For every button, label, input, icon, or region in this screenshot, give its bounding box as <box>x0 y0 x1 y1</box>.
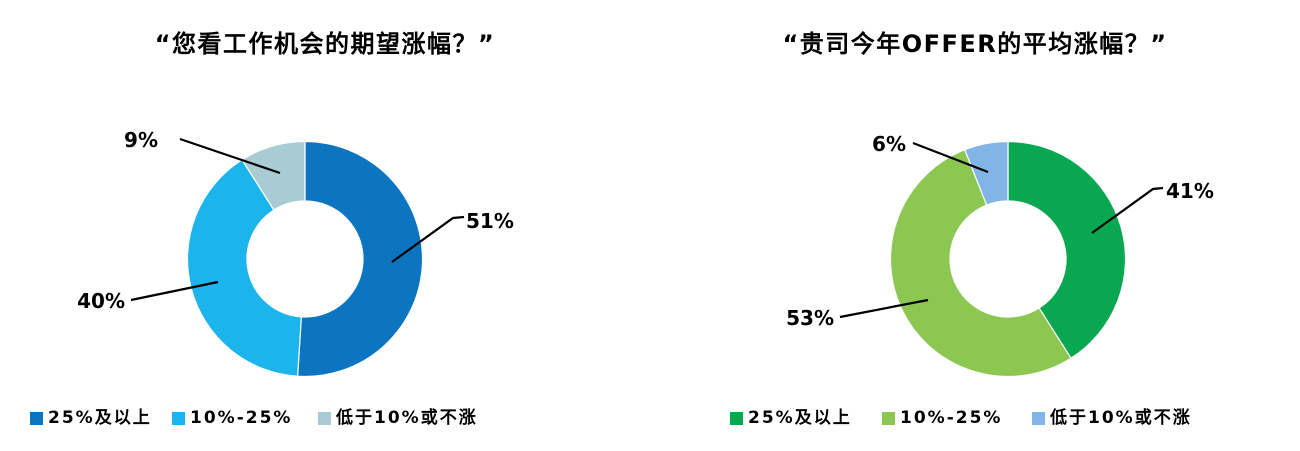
chart-title: “贵司今年OFFER的平均涨幅？” <box>782 30 1168 58</box>
value-label: 41% <box>1166 179 1214 203</box>
legend-swatch <box>730 411 743 425</box>
leader-line <box>912 141 989 174</box>
donut-slice-2 <box>241 140 306 211</box>
legend-swatch <box>882 411 895 425</box>
legend-item: 10%-25% <box>172 407 292 429</box>
leader-line <box>130 280 219 302</box>
legend-label: 10%-25% <box>900 408 1003 428</box>
leader-line <box>391 215 465 263</box>
legend: 25%及以上 10%-25% 低于10%或不涨 <box>650 407 1300 437</box>
legend-item: 低于10%或不涨 <box>318 407 478 429</box>
leader-line <box>839 298 929 319</box>
legend-label: 10%-25% <box>190 408 293 428</box>
legend-swatch <box>318 411 331 425</box>
leader-line <box>1091 186 1164 234</box>
donut-slice-1 <box>186 159 302 377</box>
legend-label: 低于10%或不涨 <box>1050 408 1192 428</box>
chart-title: “您看工作机会的期望涨幅？” <box>154 30 496 58</box>
legend-item: 25%及以上 <box>30 407 152 429</box>
chart-panel-job-expectation: “您看工作机会的期望涨幅？” 51% 40% 9% 25%及以上 10%-25% 低于1… <box>0 30 650 437</box>
legend-swatch <box>1032 411 1045 425</box>
legend-item: 低于10%或不涨 <box>1032 407 1192 429</box>
legend-label: 低于10%或不涨 <box>336 408 478 428</box>
value-label: 6% <box>872 132 906 156</box>
legend-item: 25%及以上 <box>730 407 852 429</box>
legend: 25%及以上 10%-25% 低于10%或不涨 <box>0 407 650 437</box>
legend-item: 10%-25% <box>882 407 1002 429</box>
legend-label: 25%及以上 <box>48 408 152 428</box>
chart-panel-company-offer: “贵司今年OFFER的平均涨幅？” 41% 53% 6% 25%及以上 10%-25%… <box>650 0 1300 451</box>
donut-chart-job-expectation: 51% 40% 9% <box>77 128 514 378</box>
leader-line <box>179 137 281 175</box>
value-label: 51% <box>466 209 514 233</box>
donut-slice-0 <box>1007 140 1127 359</box>
legend-swatch <box>30 411 43 425</box>
donut-slice-1 <box>889 149 1072 378</box>
value-label: 40% <box>77 289 125 313</box>
donut-chart-company-offer: 41% 53% 6% <box>786 132 1214 378</box>
donut-slice-0 <box>297 140 424 378</box>
value-label: 9% <box>124 128 158 152</box>
donut-slice-2 <box>964 140 1009 206</box>
legend-swatch <box>172 411 185 425</box>
legend-label: 25%及以上 <box>748 408 852 428</box>
value-label: 53% <box>786 306 834 330</box>
